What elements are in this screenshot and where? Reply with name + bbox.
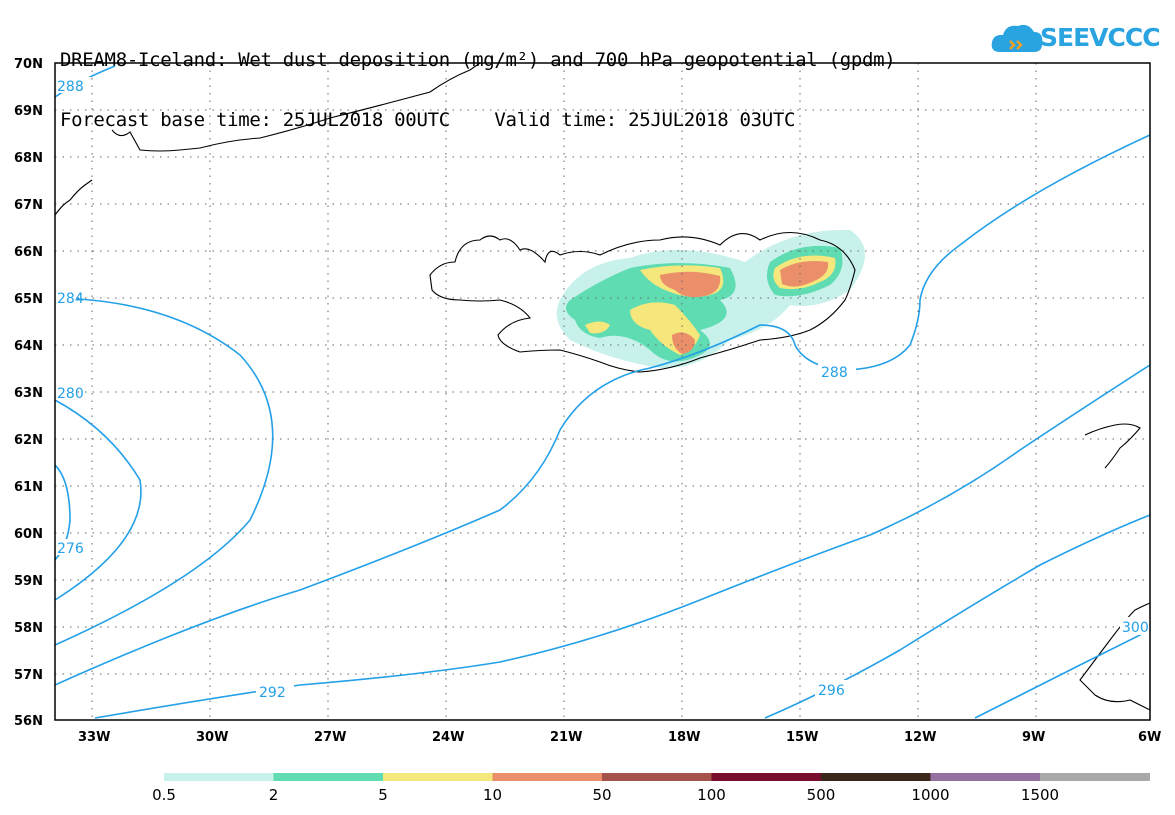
- lon-label: 15W: [786, 730, 818, 745]
- colorbar-label: 0.5: [152, 786, 176, 804]
- lon-label: 9W: [1022, 730, 1045, 745]
- lon-label: 24W: [432, 730, 464, 745]
- colorbar-swatch: [383, 773, 493, 781]
- lat-label: 61N: [14, 480, 43, 495]
- graticule: [55, 63, 1150, 720]
- lon-label: 30W: [196, 730, 228, 745]
- map-frame: [54, 62, 1151, 721]
- lat-label: 57N: [14, 668, 43, 683]
- colorbar-label: 5: [378, 786, 388, 804]
- title-line-1: DREAM8-Iceland: Wet dust deposition (mg/…: [60, 49, 896, 71]
- lon-label: 21W: [550, 730, 582, 745]
- colorbar-label: 500: [807, 786, 836, 804]
- contour-label: 288: [57, 79, 84, 95]
- colorbar-swatch: [602, 773, 712, 781]
- contour-label: 292: [259, 685, 286, 701]
- lat-label: 69N: [14, 104, 43, 119]
- lat-label: 64N: [14, 339, 43, 354]
- lat-label: 58N: [14, 621, 43, 636]
- colorbar-label: 2: [269, 786, 279, 804]
- contour-label: 284: [57, 291, 84, 307]
- lat-label: 65N: [14, 292, 43, 307]
- lat-label: 67N: [14, 198, 43, 213]
- colorbar-swatch: [930, 773, 1041, 781]
- lon-label: 6W: [1138, 730, 1161, 745]
- lat-label: 63N: [14, 386, 43, 401]
- colorbar-swatch: [1040, 773, 1150, 781]
- lat-label: 62N: [14, 433, 43, 448]
- lat-label: 59N: [14, 574, 43, 589]
- colorbar-label: 100: [697, 786, 726, 804]
- lat-label: 66N: [14, 245, 43, 260]
- contour-label: 276: [57, 541, 84, 557]
- colorbar-swatch: [164, 773, 274, 781]
- colorbar-label: 1500: [1021, 786, 1059, 804]
- contour-label: 300: [1122, 620, 1149, 636]
- colorbar: 0.5 2 5 10 50 100 500 1000 1500: [152, 773, 1150, 804]
- contour-label: 288: [821, 365, 848, 381]
- colorbar-label: 1000: [911, 786, 949, 804]
- longitude-labels: 33W 30W 27W 24W 21W 18W 15W 12W 9W 6W: [78, 730, 1161, 745]
- colorbar-label: 10: [483, 786, 502, 804]
- colorbar-swatch: [821, 773, 931, 781]
- contour-label: 280: [57, 386, 84, 402]
- lat-label: 60N: [14, 527, 43, 542]
- logo-text: SEEVCCC: [1040, 23, 1161, 52]
- lon-label: 18W: [668, 730, 700, 745]
- lon-label: 12W: [904, 730, 936, 745]
- contour-label: 296: [818, 683, 845, 699]
- colorbar-swatch: [273, 773, 384, 781]
- colorbar-swatch: [492, 773, 603, 781]
- latitude-labels: 70N 69N 68N 67N 66N 65N 64N 63N 62N 61N …: [14, 57, 43, 729]
- contour-label-group: 288 284 280 276 288 292 296 300: [55, 77, 1150, 701]
- colorbar-label: 50: [592, 786, 611, 804]
- cloud-icon: [991, 24, 1043, 52]
- colorbar-swatch: [711, 773, 822, 781]
- coastlines: [54, 62, 1151, 711]
- lon-label: 33W: [78, 730, 110, 745]
- lon-label: 27W: [314, 730, 346, 745]
- lat-label: 70N: [14, 57, 43, 72]
- dust-deposition-field: [556, 229, 865, 369]
- lat-label: 68N: [14, 151, 43, 166]
- lat-label: 56N: [14, 714, 43, 729]
